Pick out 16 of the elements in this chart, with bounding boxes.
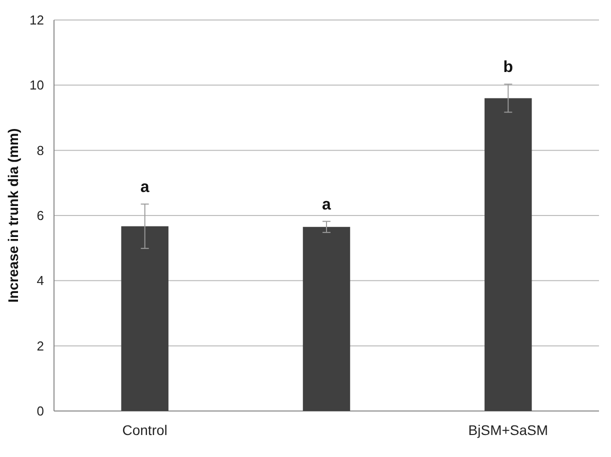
y-tick-label: 6: [36, 208, 44, 224]
x-tick-label: BjSM+SaSM: [468, 422, 548, 438]
y-tick-label: 4: [36, 273, 44, 288]
annotation: b: [503, 59, 514, 76]
bar: [302, 226, 350, 411]
y-tick-label: 8: [36, 142, 44, 158]
y-tick-label: 0: [36, 404, 44, 419]
y-tick-label: 12: [30, 12, 44, 28]
annotation: a: [322, 196, 332, 214]
annotation: a: [140, 179, 150, 196]
y-tick-label: 2: [36, 338, 44, 354]
y-tick-label: 10: [30, 78, 44, 93]
y-axis-title: Increase in trunk dia (mm): [5, 128, 21, 303]
x-tick-label: Control: [122, 422, 168, 438]
bar: [121, 226, 168, 411]
bar: [484, 98, 532, 411]
